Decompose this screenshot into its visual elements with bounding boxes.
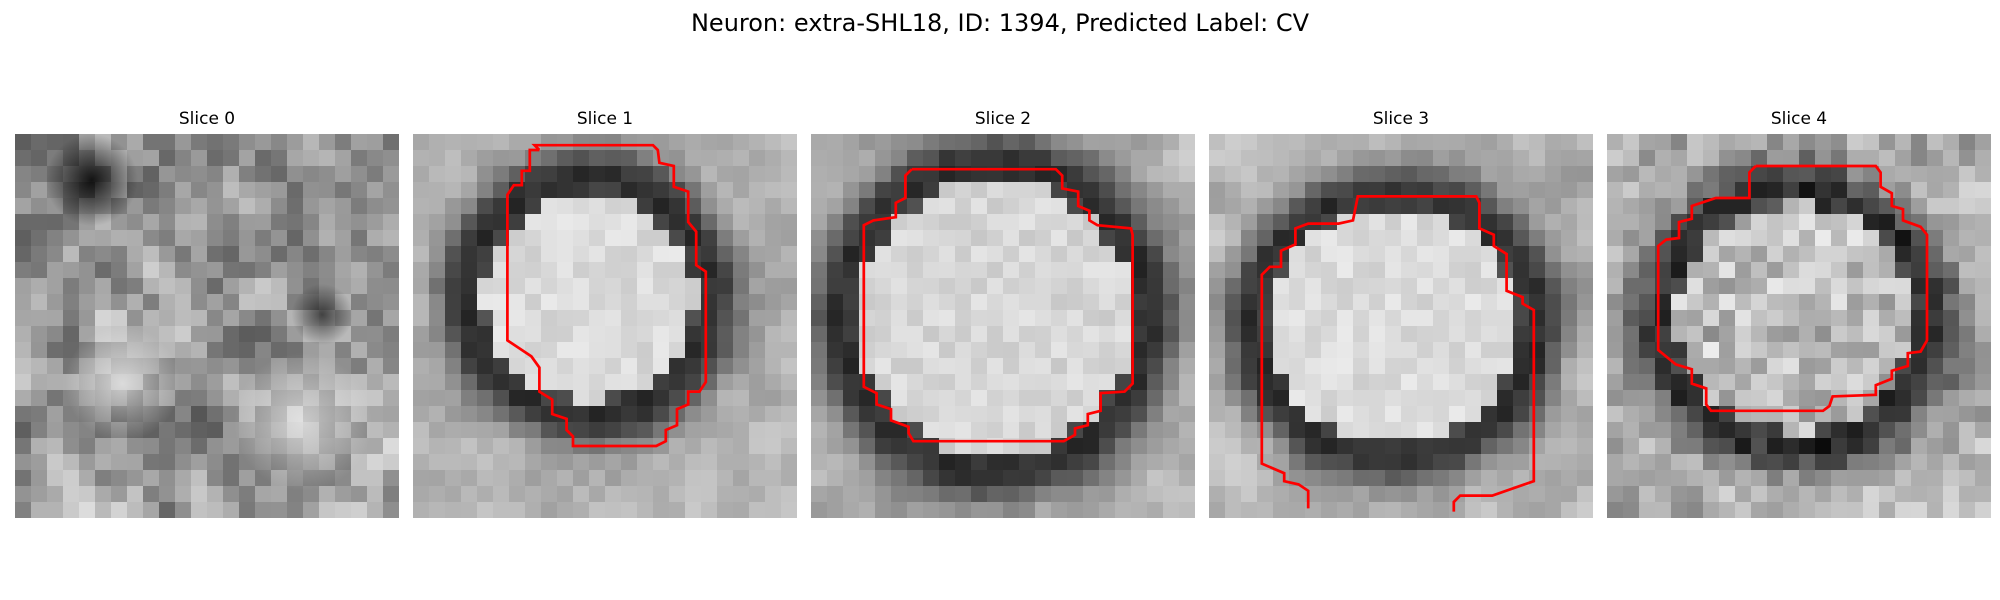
slice-image-4 <box>1607 134 1991 518</box>
slice-panel-4: Slice 4 <box>1607 108 1991 518</box>
slice-image-3 <box>1209 134 1593 518</box>
slice-title-1: Slice 1 <box>576 109 634 129</box>
slice-title-2: Slice 2 <box>974 109 1032 129</box>
slice-panel-1: Slice 1 <box>413 108 797 518</box>
segmentation-contour <box>862 167 1134 443</box>
slice-image-0 <box>15 134 399 518</box>
segmentation-contour <box>506 143 708 448</box>
slice-panel-2: Slice 2 <box>811 108 1195 518</box>
slice-title-0: Slice 0 <box>178 109 236 129</box>
slice-title-4: Slice 4 <box>1770 109 1828 129</box>
segmentation-contour <box>1656 164 1929 413</box>
slice-title-3: Slice 3 <box>1372 109 1430 129</box>
slice-image-2 <box>811 134 1195 518</box>
slice-panel-3: Slice 3 <box>1209 108 1593 518</box>
segmentation-contour <box>1260 195 1536 512</box>
figure-title: Neuron: extra-SHL18, ID: 1394, Predicted… <box>690 9 1310 37</box>
slice-panel-0: Slice 0 <box>15 108 399 518</box>
slice-image-1 <box>413 134 797 518</box>
